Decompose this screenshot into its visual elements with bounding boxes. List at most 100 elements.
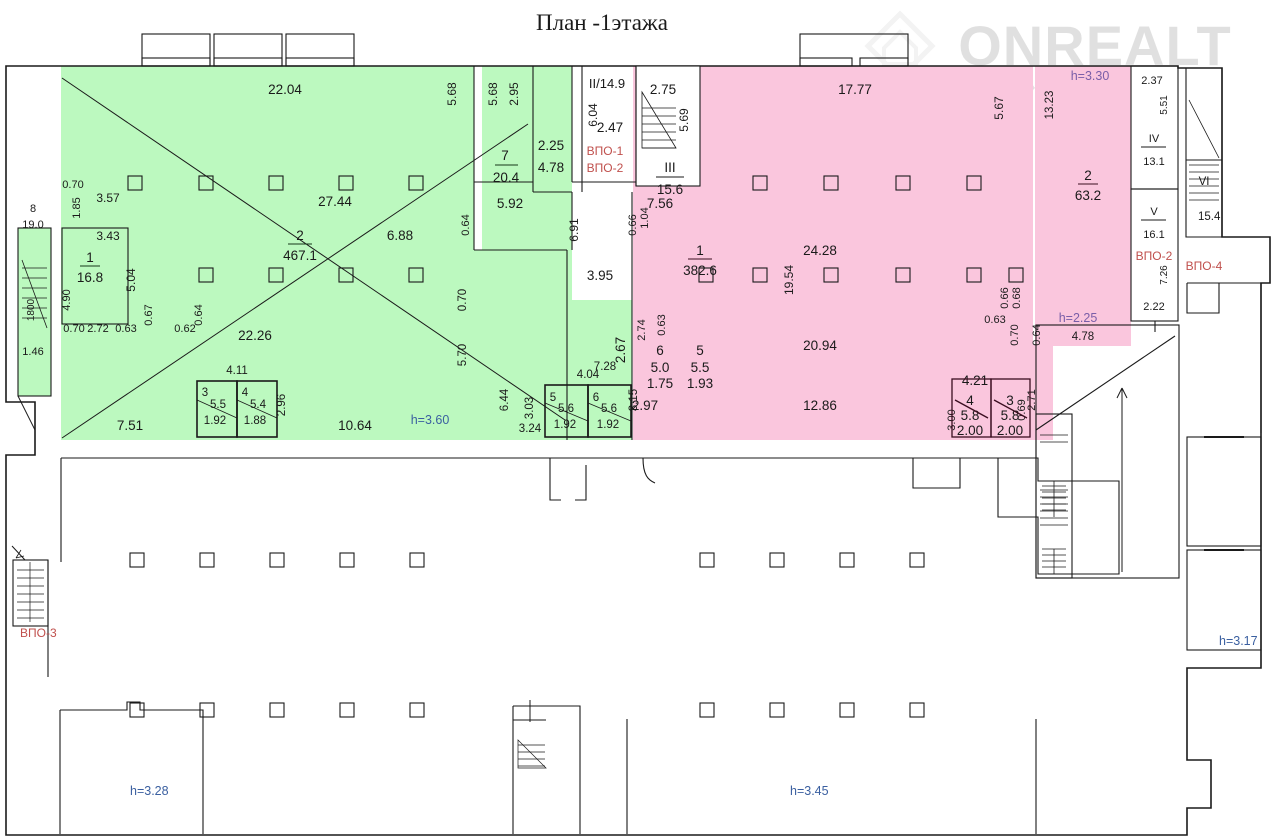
svg-text:0.63: 0.63	[115, 323, 136, 335]
svg-text:5: 5	[696, 343, 704, 358]
svg-text:27.44: 27.44	[318, 194, 352, 209]
svg-text:15.6: 15.6	[657, 182, 683, 197]
svg-text:5.69: 5.69	[677, 108, 691, 132]
svg-text:7.26: 7.26	[1159, 265, 1170, 285]
svg-text:h=3.45: h=3.45	[790, 784, 829, 798]
svg-text:7.51: 7.51	[117, 418, 143, 433]
svg-text:22.26: 22.26	[238, 328, 272, 343]
svg-text:h=3.17: h=3.17	[1219, 634, 1258, 648]
svg-text:ВПО-2: ВПО-2	[1136, 249, 1173, 263]
svg-text:2.00: 2.00	[997, 423, 1023, 438]
svg-text:2.71: 2.71	[1026, 389, 1038, 410]
svg-text:0.66: 0.66	[999, 287, 1011, 308]
svg-text:6.91: 6.91	[567, 218, 581, 242]
svg-text:0.62: 0.62	[174, 323, 195, 335]
svg-text:5.5: 5.5	[691, 360, 710, 375]
svg-text:3: 3	[202, 387, 208, 399]
svg-text:2.72: 2.72	[87, 323, 108, 335]
svg-text:0.63: 0.63	[656, 314, 668, 335]
svg-text:III: III	[664, 160, 675, 175]
svg-text:0.67: 0.67	[143, 304, 155, 325]
svg-text:1: 1	[86, 250, 94, 265]
svg-text:4: 4	[966, 393, 974, 408]
svg-text:1.75: 1.75	[647, 376, 673, 391]
svg-text:2.00: 2.00	[957, 423, 983, 438]
svg-text:0.70: 0.70	[63, 323, 84, 335]
svg-text:5.68: 5.68	[445, 82, 459, 106]
svg-text:2: 2	[296, 228, 304, 243]
svg-text:5.92: 5.92	[497, 196, 523, 211]
svg-text:16.8: 16.8	[77, 270, 103, 285]
svg-text:3.57: 3.57	[96, 191, 120, 205]
svg-text:h=3.30: h=3.30	[1071, 69, 1110, 83]
svg-text:17.77: 17.77	[838, 82, 872, 97]
svg-text:V: V	[1150, 206, 1158, 218]
svg-text:3.24: 3.24	[519, 423, 542, 435]
svg-text:h=2.25: h=2.25	[1059, 311, 1098, 325]
svg-text:6: 6	[593, 392, 599, 404]
svg-text:1.92: 1.92	[554, 419, 576, 431]
svg-text:1.93: 1.93	[687, 376, 713, 391]
svg-text:5.04: 5.04	[124, 268, 138, 292]
svg-text:4.78: 4.78	[538, 160, 564, 175]
svg-text:22.04: 22.04	[268, 82, 302, 97]
svg-text:0.64: 0.64	[460, 214, 472, 235]
svg-text:0.66: 0.66	[627, 214, 639, 235]
svg-text:382.6: 382.6	[683, 263, 717, 278]
svg-text:0.70: 0.70	[62, 179, 83, 191]
svg-text:5: 5	[550, 392, 556, 404]
svg-text:2.75: 2.75	[650, 82, 676, 97]
svg-text:5.8: 5.8	[1001, 408, 1020, 423]
svg-text:5.68: 5.68	[486, 82, 500, 106]
svg-text:13.23: 13.23	[1044, 91, 1056, 120]
svg-text:2.95: 2.95	[507, 82, 521, 106]
svg-text:2.96: 2.96	[276, 394, 288, 416]
svg-text:1.46: 1.46	[22, 346, 43, 358]
svg-text:ВПО-1: ВПО-1	[587, 144, 624, 158]
svg-text:5.6: 5.6	[558, 403, 574, 415]
svg-text:h=3.28: h=3.28	[130, 784, 169, 798]
svg-text:5.4: 5.4	[250, 399, 267, 411]
svg-text:4: 4	[242, 387, 249, 399]
svg-text:2.47: 2.47	[597, 120, 623, 135]
svg-text:24.28: 24.28	[803, 243, 837, 258]
svg-text:5.0: 5.0	[651, 360, 670, 375]
svg-text:5.70: 5.70	[457, 344, 469, 366]
svg-text:План -1этажа: План -1этажа	[536, 10, 668, 35]
svg-text:1.04: 1.04	[639, 207, 651, 228]
svg-text:3: 3	[1006, 393, 1014, 408]
svg-text:1800: 1800	[26, 298, 37, 321]
svg-text:1: 1	[696, 243, 704, 258]
svg-text:2.67: 2.67	[613, 337, 628, 363]
svg-text:10.64: 10.64	[338, 418, 372, 433]
svg-text:IV: IV	[1149, 133, 1160, 145]
svg-text:0.70: 0.70	[457, 289, 469, 311]
svg-text:4.21: 4.21	[962, 373, 988, 388]
svg-text:4.11: 4.11	[226, 365, 248, 377]
svg-text:12.86: 12.86	[803, 398, 837, 413]
svg-text:19.54: 19.54	[782, 265, 796, 295]
svg-text:5.51: 5.51	[1159, 95, 1170, 115]
svg-text:0.70: 0.70	[1009, 324, 1021, 345]
svg-text:4.78: 4.78	[1072, 331, 1094, 343]
svg-text:2.25: 2.25	[538, 138, 564, 153]
svg-text:0.68: 0.68	[1011, 287, 1023, 308]
svg-text:0.63: 0.63	[984, 314, 1005, 326]
svg-text:VI: VI	[1199, 176, 1210, 188]
svg-text:h=3.60: h=3.60	[411, 413, 450, 427]
svg-text:19.0: 19.0	[22, 219, 43, 231]
svg-text:5.5: 5.5	[210, 399, 226, 411]
svg-text:6.88: 6.88	[387, 228, 413, 243]
svg-text:2.37: 2.37	[1141, 75, 1162, 87]
svg-text:4.90: 4.90	[61, 289, 73, 310]
svg-text:15.4: 15.4	[1198, 211, 1221, 223]
svg-text:2.97: 2.97	[632, 398, 658, 413]
svg-text:3.43: 3.43	[96, 229, 120, 243]
svg-text:ВПО-2: ВПО-2	[587, 161, 624, 175]
svg-text:5.8: 5.8	[961, 408, 980, 423]
svg-text:3.95: 3.95	[587, 268, 613, 283]
svg-text:6: 6	[656, 343, 664, 358]
svg-text:5.67: 5.67	[992, 96, 1006, 120]
svg-text:20.4: 20.4	[493, 170, 520, 185]
svg-text:5.6: 5.6	[601, 403, 617, 415]
